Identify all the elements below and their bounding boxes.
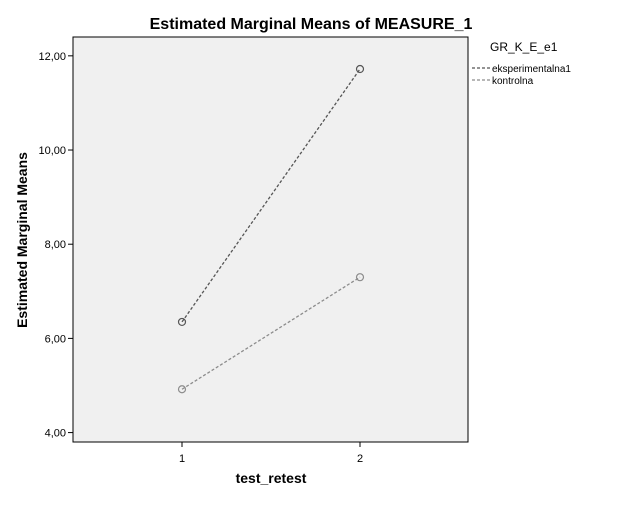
x-tick-label: 2 xyxy=(357,453,363,465)
y-tick-label: 10,00 xyxy=(38,145,66,157)
plot-area xyxy=(72,36,469,443)
data-point-kontrolna xyxy=(177,385,187,394)
series-line-kontrolna xyxy=(181,276,361,390)
x-axis-label: test_retest xyxy=(236,470,307,486)
legend-entry: kontrolna xyxy=(492,76,534,87)
chart-title: Estimated Marginal Means of MEASURE_1 xyxy=(150,16,473,33)
y-axis-label: Estimated Marginal Means xyxy=(14,152,30,328)
legend-title: GR_K_E_e1 xyxy=(490,40,558,54)
legend-entry: eksperimentalna1 xyxy=(492,64,571,75)
series-layer xyxy=(177,64,365,394)
y-tick-label: 12,00 xyxy=(38,51,66,63)
y-tick-label: 4,00 xyxy=(45,428,66,440)
y-axis: 4,00 6,00 8,00 10,00 12,00 xyxy=(38,51,73,440)
data-point-eksperimentalna1 xyxy=(355,64,365,74)
y-tick-label: 8,00 xyxy=(45,239,66,251)
data-point-eksperimentalna1 xyxy=(177,317,187,327)
data-point-kontrolna xyxy=(355,273,365,282)
series-line-eksperimentalna1 xyxy=(181,68,361,323)
x-tick-label: 1 xyxy=(179,453,185,465)
y-tick-label: 6,00 xyxy=(45,333,66,345)
